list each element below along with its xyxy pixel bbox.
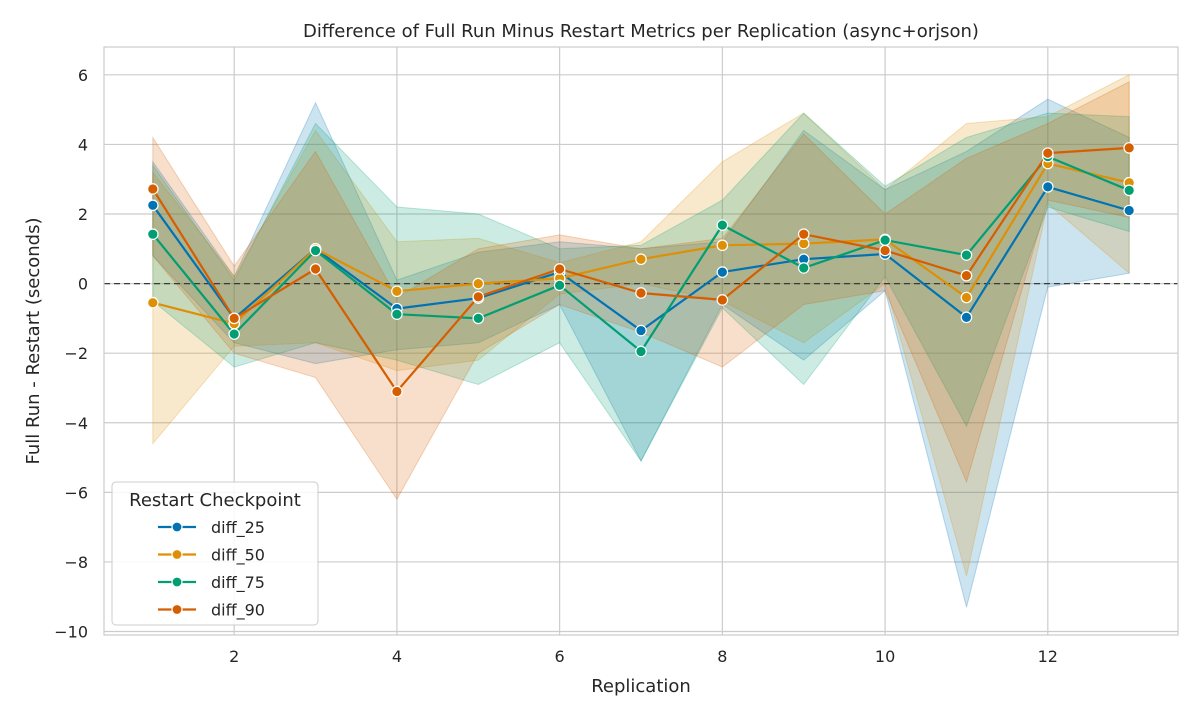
data-point-diff_90 (1123, 142, 1135, 154)
chart-title: Difference of Full Run Minus Restart Met… (303, 21, 979, 42)
data-point-diff_75 (1123, 184, 1135, 197)
legend-marker-diff_25 (171, 521, 183, 533)
y-tick-label: −8 (64, 553, 88, 572)
data-point-diff_90 (147, 183, 159, 195)
data-point-diff_50 (147, 296, 159, 309)
x-tick-label: 8 (717, 647, 727, 666)
data-point-diff_75 (879, 234, 891, 246)
data-point-diff_75 (960, 249, 973, 261)
y-tick-label: −2 (64, 344, 88, 363)
data-point-diff_50 (716, 239, 729, 252)
data-point-diff_75 (309, 244, 322, 257)
x-tick-label: 6 (555, 647, 565, 666)
data-point-diff_75 (716, 219, 729, 231)
data-point-diff_90 (228, 312, 240, 325)
data-point-diff_90 (309, 263, 322, 275)
legend-label-diff_25: diff_25 (211, 518, 265, 538)
legend-label-diff_90: diff_90 (211, 601, 265, 621)
data-point-diff_75 (228, 328, 240, 340)
data-point-diff_25 (1042, 181, 1054, 193)
data-point-diff_90 (635, 287, 647, 299)
y-tick-label: 0 (78, 275, 88, 294)
data-point-diff_75 (635, 345, 647, 358)
confidence-band-diff_75 (152, 112, 1130, 462)
data-point-diff_75 (553, 279, 566, 292)
data-point-diff_75 (472, 312, 485, 325)
y-tick-label: 2 (78, 205, 88, 224)
data-point-diff_90 (960, 269, 973, 282)
data-point-diff_90 (553, 263, 566, 275)
legend: Restart Checkpoint diff_25 diff_50 diff_75… (111, 481, 319, 626)
data-point-diff_75 (797, 262, 810, 274)
data-point-diff_75 (147, 228, 159, 240)
confidence-band-diff_50 (152, 73, 1130, 577)
plot-area (103, 46, 1179, 636)
data-point-diff_90 (879, 244, 891, 257)
legend-title: Restart Checkpoint (129, 490, 301, 511)
data-point-diff_75 (391, 308, 403, 321)
data-point-diff_90 (797, 228, 810, 240)
legend-marker-diff_75 (171, 576, 183, 588)
data-point-diff_50 (635, 253, 647, 266)
data-point-diff_90 (1042, 147, 1054, 159)
data-point-diff_25 (1123, 204, 1135, 217)
y-tick-labels: −10 −8 −6 −4 −2 0 2 4 6 (54, 66, 88, 642)
data-point-diff_25 (635, 324, 647, 337)
y-tick-label: 4 (78, 135, 88, 154)
x-tick-label: 12 (1038, 647, 1058, 666)
x-tick-label: 10 (875, 647, 895, 666)
y-tick-label: −4 (64, 414, 88, 433)
series-points (147, 142, 1135, 398)
data-point-diff_50 (472, 277, 485, 290)
data-point-diff_50 (391, 285, 403, 298)
y-tick-label: 6 (78, 66, 88, 85)
legend-marker-diff_50 (171, 548, 183, 561)
legend-box (111, 481, 319, 626)
x-axis-label: Replication (591, 676, 691, 697)
y-tick-label: −10 (54, 623, 88, 642)
x-tick-label: 2 (229, 647, 239, 666)
data-point-diff_90 (391, 385, 403, 398)
legend-marker-diff_90 (171, 603, 183, 616)
data-point-diff_90 (472, 291, 485, 303)
data-point-diff_25 (960, 311, 973, 324)
y-axis-label: Full Run - Restart (seconds) (23, 218, 44, 465)
legend-items: diff_25 diff_50 diff_75 diff_90 (158, 518, 265, 621)
data-point-diff_25 (716, 266, 729, 278)
y-tick-label: −6 (64, 483, 88, 502)
data-point-diff_50 (960, 291, 973, 304)
legend-label-diff_75: diff_75 (211, 573, 265, 593)
x-tick-label: 4 (392, 647, 402, 666)
legend-label-diff_50: diff_50 (211, 546, 265, 566)
x-tick-labels: 2 4 6 8 10 12 (229, 647, 1058, 666)
plot-border (103, 46, 1179, 636)
data-point-diff_90 (716, 294, 729, 306)
data-point-diff_25 (147, 199, 159, 212)
